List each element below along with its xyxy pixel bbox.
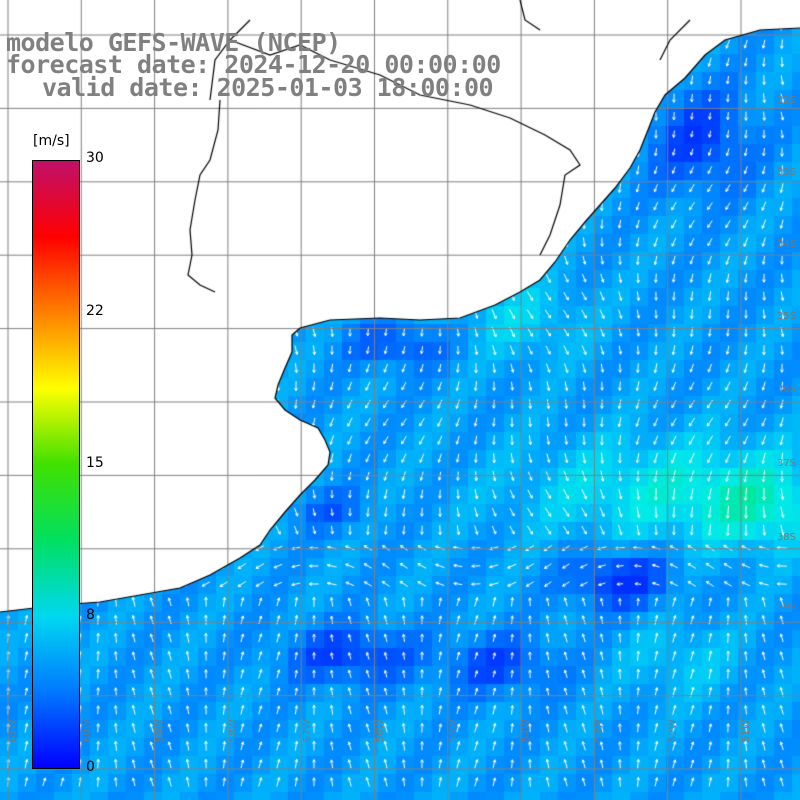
- colorbar: [32, 160, 80, 769]
- lat-label-34s: 34S: [776, 239, 796, 250]
- lon-label-61w: 61W: [8, 719, 19, 742]
- colorbar-tick-30: 30: [86, 150, 104, 166]
- lon-label-54w: 54W: [521, 719, 532, 742]
- colorbar-unit: [m/s]: [33, 133, 70, 149]
- colorbar-tick-22: 22: [86, 303, 104, 319]
- forecast-date: forecast date: 2024-12-20 00:00:00: [6, 50, 501, 79]
- model-title: modelo GEFS-WAVE (NCEP): [6, 28, 341, 57]
- lon-label-60w: 60W: [82, 719, 93, 742]
- lat-label-35s: 35S: [776, 311, 796, 322]
- lon-label-57w: 57W: [302, 719, 313, 742]
- colorbar-tick-15: 15: [86, 455, 104, 471]
- lat-label-39s: 39S: [776, 602, 796, 613]
- lat-label-38s: 38S: [776, 532, 796, 543]
- lon-label-52w: 52W: [668, 719, 679, 742]
- colorbar-tick-0: 0: [86, 759, 95, 775]
- lon-label-55w: 55W: [448, 719, 459, 742]
- lon-label-56w: 56W: [375, 719, 386, 742]
- lat-label-32s: 32S: [776, 95, 796, 106]
- lat-label-36s: 36S: [776, 384, 796, 395]
- lat-label-37s: 37S: [776, 458, 796, 469]
- colorbar-tick-8: 8: [86, 607, 95, 623]
- lon-label-59w: 59W: [155, 719, 166, 742]
- lon-label-58w: 58W: [228, 719, 239, 742]
- lon-label-53w: 53W: [594, 719, 605, 742]
- valid-date: valid date: 2025-01-03 18:00:00: [42, 73, 494, 102]
- lon-label-51w: 51W: [741, 719, 752, 742]
- lat-label-33s: 33S: [776, 167, 796, 178]
